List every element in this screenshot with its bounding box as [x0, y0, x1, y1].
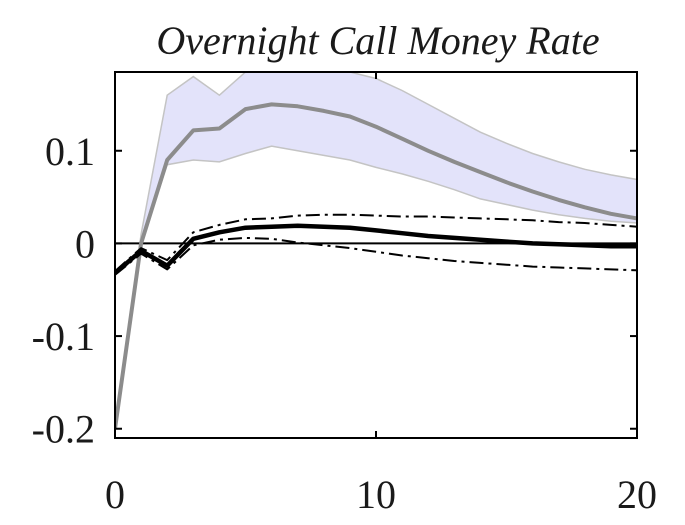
y-tick-label: -0.1 [32, 314, 95, 359]
series-line-2 [115, 223, 637, 275]
series-line-3 [115, 213, 637, 272]
x-tick-label: 20 [617, 472, 657, 517]
confidence-band [115, 72, 637, 429]
x-tick-label: 0 [105, 472, 125, 517]
series-line-4 [115, 236, 637, 276]
y-tick-label: 0 [75, 221, 95, 266]
x-axis-ticks: 0 10 20 [105, 72, 657, 517]
series-line-1 [115, 102, 637, 429]
chart-title: Overnight Call Money Rate [156, 18, 599, 63]
y-tick-label: 0.1 [45, 129, 95, 174]
series-lines [115, 102, 637, 429]
x-tick-label: 10 [356, 472, 396, 517]
y-tick-label: -0.2 [32, 407, 95, 452]
y-axis-ticks: 0.1 0 -0.1 -0.2 [32, 129, 637, 452]
band-area [115, 72, 637, 429]
